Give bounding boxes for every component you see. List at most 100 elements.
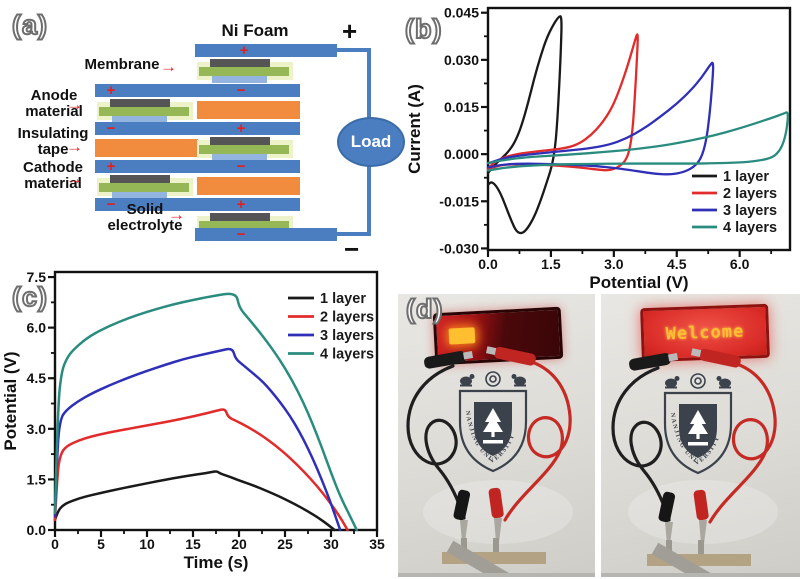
photo-demo-dim: (d)	[398, 294, 595, 577]
photo-overlay	[398, 346, 595, 577]
black-lead-wire	[611, 366, 671, 522]
panel-c-gcd-chart: 0 5 10 15 20 25 30 35 0.0 1.5 3.0 4.5 6.0 7.5 Time (s)…	[0, 262, 400, 579]
svg-text:Time (s): Time (s)	[184, 553, 249, 572]
university-crest	[458, 370, 528, 473]
membrane-bar	[99, 183, 189, 192]
membrane-bar	[199, 67, 289, 76]
black-lead-wire	[406, 364, 466, 520]
svg-text:35: 35	[369, 536, 385, 552]
svg-text:7.5: 7.5	[27, 269, 47, 285]
clip-jaw	[494, 518, 502, 542]
red-lead-wire	[708, 362, 777, 524]
panel-a-device-diagram: (a) Ni Foam + + − − + + −	[0, 0, 405, 264]
svg-text:2 layers: 2 layers	[320, 310, 374, 326]
photo-demo-lit: Welcome	[601, 294, 800, 577]
insulating-tape-bar	[197, 101, 300, 119]
panel-b-cv-chart: 0.0 1.5 3.0 4.5 6.0 0.045 0.030 0.015 0.000 -0.01…	[400, 0, 800, 292]
svg-text:3.0: 3.0	[27, 421, 47, 437]
insulating-tape-bar	[197, 177, 300, 195]
svg-text:15: 15	[185, 536, 201, 552]
svg-text:3.0: 3.0	[604, 256, 624, 272]
svg-text:Potential (V): Potential (V)	[589, 273, 688, 292]
substrate-bar	[212, 154, 267, 161]
panel-label-b: (b)	[404, 14, 443, 44]
university-crest	[663, 372, 733, 475]
cathode-material-label: Cathode material	[23, 159, 83, 193]
device-strip	[651, 542, 728, 577]
solid-electrolyte-label: Solid electrolyte	[107, 201, 183, 235]
red-bottom-clip	[488, 487, 504, 519]
electrode-cell	[97, 99, 193, 123]
black-bottom-clip	[658, 491, 676, 523]
negative-terminal: −	[344, 234, 360, 264]
membrane-label: Membrane	[84, 56, 160, 73]
membrane-bar	[199, 221, 289, 230]
anode-material-label: Anode material	[25, 87, 83, 121]
electrode-cell	[197, 137, 293, 161]
polarity-sign: +	[106, 158, 116, 175]
svg-text:4 layers: 4 layers	[320, 347, 374, 363]
clip-jaw	[699, 520, 707, 544]
anode-material-bar	[210, 59, 270, 67]
svg-text:1 layer: 1 layer	[320, 291, 366, 307]
polarity-sign: −	[106, 120, 116, 137]
black-alligator-clip	[629, 353, 679, 371]
clip-jaw	[460, 520, 468, 542]
arrow-icon: →	[66, 169, 83, 188]
svg-text:1.5: 1.5	[541, 256, 561, 272]
membrane-bar	[199, 145, 289, 154]
insulating-tape-label: Insulating tape	[17, 125, 89, 159]
svg-text:30: 30	[323, 536, 339, 552]
positive-terminal: +	[342, 16, 358, 46]
svg-text:4.5: 4.5	[27, 370, 47, 386]
membrane-bar	[99, 107, 189, 116]
red-bottom-clip	[693, 489, 709, 521]
polarity-sign: +	[236, 120, 246, 137]
arrow-icon: →	[160, 57, 177, 76]
ni-foam-bar	[95, 122, 300, 135]
svg-text:5: 5	[97, 536, 105, 552]
svg-text:0.030: 0.030	[444, 52, 479, 68]
polarity-sign: −	[236, 226, 246, 243]
black-bottom-clip	[453, 489, 471, 521]
polarity-sign: −	[236, 82, 246, 99]
electrode-material-bar	[210, 213, 270, 221]
svg-text:0: 0	[51, 536, 59, 552]
svg-text:4 layers: 4 layers	[723, 220, 777, 236]
polarity-sign: +	[236, 196, 246, 213]
svg-text:4.5: 4.5	[667, 256, 687, 272]
clip-jaw	[665, 522, 673, 544]
substrate-bar	[212, 76, 267, 83]
svg-text:6.0: 6.0	[730, 256, 750, 272]
ni-foam-bar	[95, 84, 300, 97]
svg-text:-0.030: -0.030	[439, 240, 479, 256]
photo-overlay	[601, 348, 800, 577]
panel-label-d: (d)	[405, 294, 444, 324]
ni-foam-bar	[195, 228, 337, 241]
svg-text:0.0: 0.0	[27, 522, 47, 538]
electrode	[698, 540, 704, 562]
ni-foam-label: Ni Foam	[221, 21, 289, 40]
device-strip	[446, 540, 523, 577]
panel-d-demo-photos: (d) Welcome	[398, 292, 800, 579]
svg-text:0.0: 0.0	[478, 256, 498, 272]
substrate-bar	[112, 192, 167, 199]
black-alligator-clip	[424, 351, 474, 369]
cathode-material-bar	[210, 137, 270, 145]
polarity-sign: −	[106, 196, 116, 213]
red-alligator-clip	[485, 346, 536, 366]
polarity-sign: +	[239, 42, 249, 59]
substrate-bar	[112, 116, 167, 123]
svg-text:6.0: 6.0	[27, 320, 47, 336]
load-ellipse: Load	[337, 117, 405, 167]
red-lead-wire	[503, 360, 572, 522]
polarity-sign: −	[236, 158, 246, 175]
gcd-chart: 0 5 10 15 20 25 30 35 0.0 1.5 3.0 4.5 6.0 7.5 Time (s)…	[1, 269, 385, 572]
svg-text:-0.015: -0.015	[439, 193, 479, 209]
ni-foam-bar	[195, 44, 337, 57]
anode-material-bar	[110, 99, 170, 107]
electrode	[493, 538, 499, 560]
arrow-icon: →	[66, 95, 83, 114]
svg-text:Potential (V): Potential (V)	[1, 351, 20, 450]
